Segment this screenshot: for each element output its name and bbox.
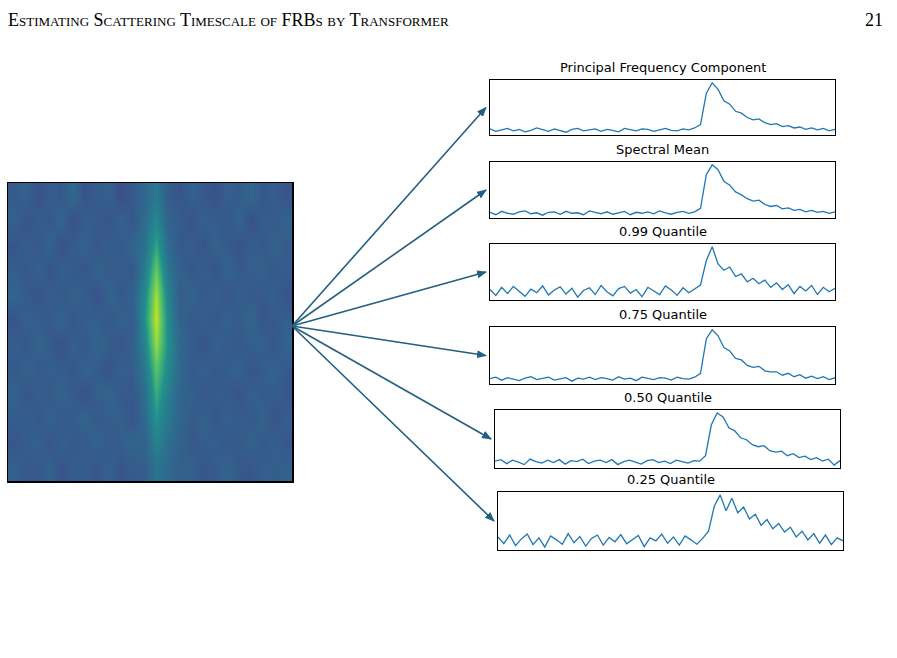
svg-text:0.99 Quantile: 0.99 Quantile	[619, 224, 707, 239]
svg-text:0.50 Quantile: 0.50 Quantile	[624, 390, 712, 405]
svg-text:0.75 Quantile: 0.75 Quantile	[619, 307, 707, 322]
svg-text:0.25 Quantile: 0.25 Quantile	[627, 472, 715, 487]
svg-text:Principal Frequency Component: Principal Frequency Component	[560, 60, 766, 75]
html-text:Estimating Scattering Timescal: Estimating Scattering Timescale of FRBs …	[8, 10, 449, 30]
html-text:21: 21	[865, 10, 883, 30]
svg-text:Spectral Mean: Spectral Mean	[616, 142, 709, 157]
